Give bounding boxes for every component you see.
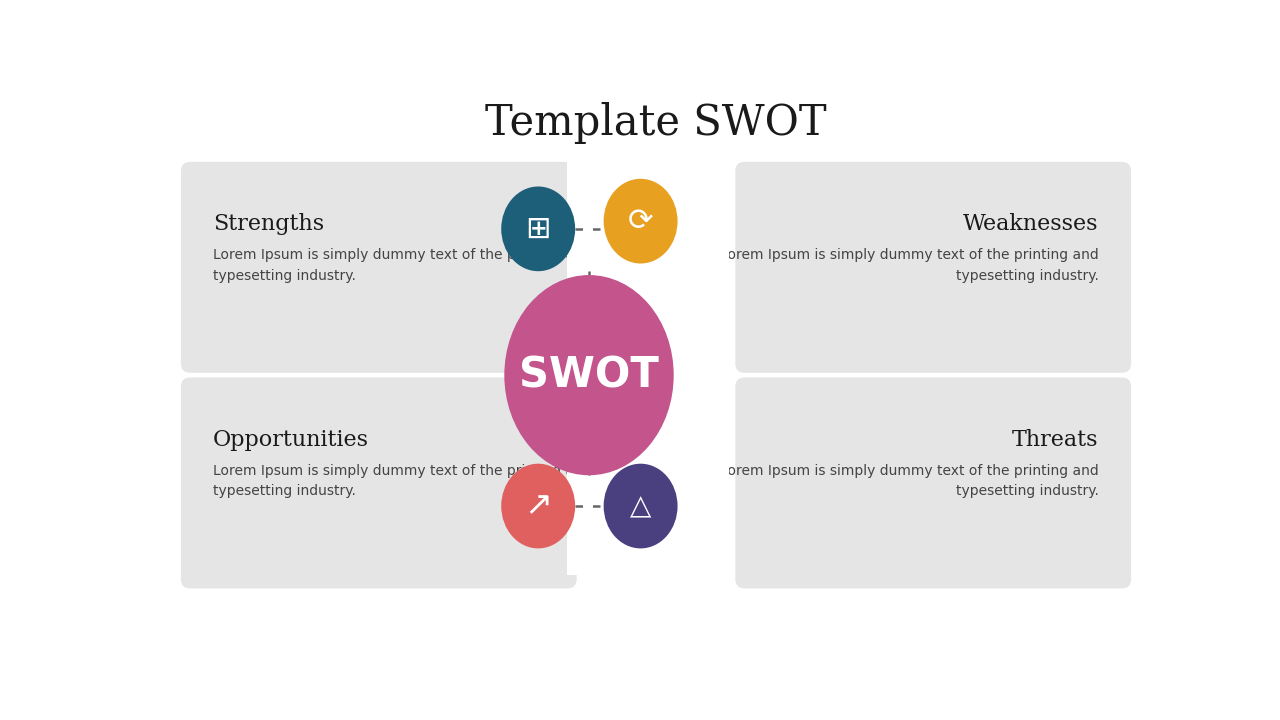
- Text: Lorem Ipsum is simply dummy text of the printing and
typesetting industry.: Lorem Ipsum is simply dummy text of the …: [719, 464, 1098, 498]
- Text: Weaknesses: Weaknesses: [964, 213, 1098, 235]
- FancyBboxPatch shape: [180, 162, 577, 373]
- FancyBboxPatch shape: [735, 377, 1132, 588]
- Text: ↗: ↗: [525, 490, 552, 523]
- Ellipse shape: [604, 179, 677, 264]
- Text: △: △: [630, 492, 652, 520]
- FancyBboxPatch shape: [735, 162, 1132, 373]
- Ellipse shape: [502, 186, 575, 271]
- Text: Lorem Ipsum is simply dummy text of the printing and
typesetting industry.: Lorem Ipsum is simply dummy text of the …: [214, 464, 591, 498]
- Text: Lorem Ipsum is simply dummy text of the printing and
typesetting industry.: Lorem Ipsum is simply dummy text of the …: [214, 248, 591, 283]
- Text: Strengths: Strengths: [214, 213, 324, 235]
- Text: ⟳: ⟳: [628, 207, 653, 235]
- Bar: [567, 160, 730, 575]
- Text: Lorem Ipsum is simply dummy text of the printing and
typesetting industry.: Lorem Ipsum is simply dummy text of the …: [719, 248, 1098, 283]
- Text: Opportunities: Opportunities: [214, 429, 369, 451]
- FancyBboxPatch shape: [180, 377, 577, 588]
- Text: SWOT: SWOT: [520, 354, 659, 396]
- Text: ⊞: ⊞: [526, 215, 550, 243]
- Bar: [567, 160, 611, 575]
- Text: Threats: Threats: [1012, 429, 1098, 451]
- Ellipse shape: [502, 464, 575, 549]
- Ellipse shape: [504, 275, 673, 475]
- Ellipse shape: [604, 464, 677, 549]
- Text: Template SWOT: Template SWOT: [485, 102, 827, 144]
